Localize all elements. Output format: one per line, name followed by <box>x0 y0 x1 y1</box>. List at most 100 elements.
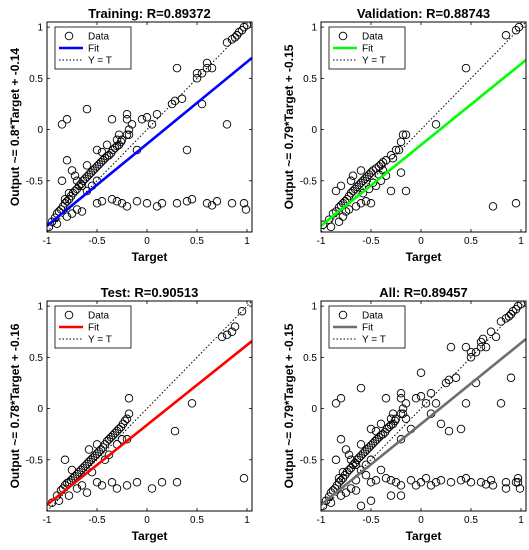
data-point <box>170 426 180 436</box>
chart-panel-1: -1 -0.5 0 0.5 1 -0.5 0 0.5 1 Training: R=0.89372 T… <box>8 6 253 264</box>
data-point <box>336 394 346 403</box>
y-tick-label: -0.5 <box>300 455 318 466</box>
data-point <box>336 491 346 500</box>
data-point <box>326 498 336 508</box>
data-point <box>436 419 446 429</box>
data-point <box>501 31 511 40</box>
x-tick-label: 1 <box>518 515 524 526</box>
data-point <box>84 445 94 454</box>
data-point <box>488 202 498 211</box>
data-point <box>222 38 232 47</box>
data-point <box>386 186 396 196</box>
data-points <box>47 22 252 232</box>
data-point <box>57 120 67 129</box>
data-point <box>431 399 441 408</box>
data-point <box>361 197 371 206</box>
data-point <box>515 484 525 493</box>
data-point <box>57 176 67 186</box>
data-point <box>82 488 92 497</box>
data-point <box>239 22 249 32</box>
fit-line <box>47 56 252 227</box>
data-point <box>331 455 341 465</box>
data-point <box>54 496 64 506</box>
data-point <box>67 465 77 475</box>
data-point <box>67 209 77 218</box>
legend-data-marker <box>64 310 74 320</box>
data-point <box>351 202 361 211</box>
data-point <box>386 414 396 424</box>
legend-label-identity: Y = T <box>362 335 386 346</box>
data-point <box>157 478 167 487</box>
data-point <box>122 202 132 211</box>
data-point <box>411 481 421 490</box>
data-point <box>401 186 411 196</box>
y-tick-label: 0 <box>311 125 317 136</box>
data-point <box>124 130 134 139</box>
chart-panel-4: -1 -0.5 0 0.5 1 -0.5 0 0.5 1 All: R=0.89457 Target… <box>282 285 527 543</box>
x-axis-label: Target <box>406 250 442 264</box>
data-point <box>416 478 426 487</box>
legend-data-marker <box>338 310 348 320</box>
data-point <box>92 440 102 449</box>
y-tick-label: -0.5 <box>26 176 44 187</box>
data-point <box>124 394 134 403</box>
data-point <box>466 347 476 357</box>
data-point <box>486 327 496 336</box>
data-point <box>511 25 521 35</box>
data-point <box>124 409 134 418</box>
data-point <box>386 491 396 500</box>
y-tick-label: -0.5 <box>26 455 44 466</box>
data-point <box>431 478 441 487</box>
data-point <box>401 130 411 139</box>
data-point <box>398 130 408 139</box>
data-point <box>488 481 498 490</box>
data-point <box>92 199 102 208</box>
data-point <box>107 194 117 204</box>
data-point <box>60 194 70 204</box>
data-point <box>376 160 386 169</box>
data-point <box>217 332 227 342</box>
data-point <box>501 484 511 493</box>
legend-label-fit: Fit <box>88 323 99 334</box>
data-point <box>142 199 152 208</box>
y-axis-label: Output ~= 0.79*Target + -0.15 <box>282 323 296 488</box>
x-tick-label: 1 <box>244 236 250 247</box>
data-point <box>396 435 406 444</box>
data-point <box>120 416 130 426</box>
data-point <box>416 368 426 377</box>
data-point <box>368 166 378 175</box>
data-point <box>331 399 341 408</box>
data-point <box>321 220 328 230</box>
data-point <box>513 473 523 483</box>
data-point <box>356 501 366 511</box>
data-point <box>122 109 132 119</box>
data-point <box>241 205 251 214</box>
legend-label-identity: Y = T <box>362 56 386 67</box>
data-point <box>356 166 366 175</box>
data-point <box>170 96 180 106</box>
axes-box <box>46 21 253 233</box>
data-point <box>77 207 87 216</box>
data-point <box>197 68 207 78</box>
data-point <box>446 478 456 487</box>
data-point <box>341 445 351 454</box>
data-point <box>104 450 114 459</box>
data-point <box>348 171 358 180</box>
data-point <box>64 188 74 198</box>
data-point <box>391 478 401 487</box>
y-axis-label: Output ~= 0.8*Target + -0.14 <box>8 48 22 206</box>
y-tick-label: 0 <box>311 404 317 415</box>
data-point <box>426 481 436 490</box>
data-point <box>356 199 366 208</box>
data-point <box>398 409 408 418</box>
data-point <box>326 222 336 232</box>
x-tick-label: -0.5 <box>88 515 106 526</box>
chart-title: Validation: R=0.88743 <box>357 6 490 21</box>
data-point <box>346 455 356 465</box>
data-point <box>356 440 366 449</box>
data-point <box>441 378 451 388</box>
x-tick-label: -1 <box>43 515 52 526</box>
data-point <box>97 147 107 157</box>
